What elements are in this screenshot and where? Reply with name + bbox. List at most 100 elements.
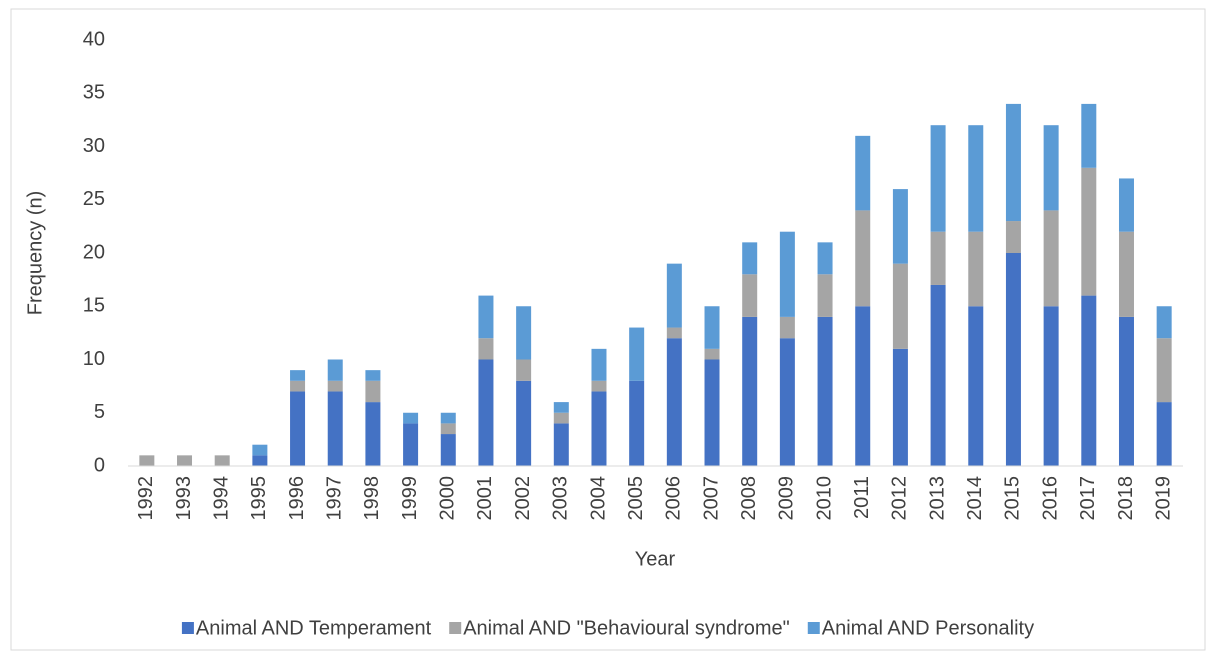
x-tick-label: 1998 <box>361 476 383 521</box>
bar-segment <box>1156 338 1172 403</box>
x-tick-label: 2009 <box>776 476 798 521</box>
x-tick-label: 2006 <box>663 476 685 521</box>
bar-segment <box>553 423 569 466</box>
bar-segment <box>1043 306 1059 466</box>
bar-segment <box>139 455 155 466</box>
bar-segment <box>440 423 456 435</box>
x-tick-label: 2007 <box>700 476 722 521</box>
bar-segment <box>478 338 494 360</box>
x-tick-label: 1996 <box>286 476 308 521</box>
legend-swatch <box>449 622 462 634</box>
bar-segment <box>742 316 758 466</box>
bar-segment <box>930 284 946 466</box>
bar-segment <box>779 231 795 317</box>
bar-segment <box>892 263 908 349</box>
bar-segment <box>1118 231 1134 317</box>
bar-segment <box>1081 103 1097 168</box>
x-tick-label: 1995 <box>248 476 270 521</box>
bar-segment <box>440 412 456 424</box>
bar-segment <box>817 316 833 466</box>
bar-segment <box>779 338 795 466</box>
x-tick-label: 2014 <box>964 476 986 521</box>
x-tick-label: 2002 <box>512 476 534 521</box>
x-tick-label: 1997 <box>324 476 346 521</box>
bar-segment <box>1043 125 1059 211</box>
legend-label: Animal AND Temperament <box>196 617 432 639</box>
bar-segment <box>478 295 494 339</box>
bar-segment <box>1156 402 1172 466</box>
y-tick-label: 35 <box>83 82 105 104</box>
x-tick-label: 2015 <box>1002 476 1024 521</box>
bar-segment <box>704 359 720 466</box>
x-tick-label: 2004 <box>587 476 609 521</box>
y-tick-label: 15 <box>83 295 105 317</box>
x-tick-label: 2010 <box>813 476 835 521</box>
x-tick-label: 2013 <box>926 476 948 521</box>
bar-segment <box>704 306 720 349</box>
legend-label: Animal AND Personality <box>822 617 1034 639</box>
bar-segment <box>403 423 419 466</box>
bar-segment <box>629 380 645 466</box>
bar-segment <box>553 402 569 413</box>
y-tick-label: 5 <box>94 401 105 423</box>
bar-segment <box>855 135 871 211</box>
bar-segment <box>666 327 682 339</box>
bar-segment <box>629 327 645 381</box>
bar-segment <box>704 348 720 360</box>
x-tick-label: 1999 <box>399 476 421 521</box>
x-tick-label: 2008 <box>738 476 760 521</box>
bar-segment <box>968 306 984 466</box>
bar-segment <box>516 306 532 360</box>
x-tick-label: 2003 <box>550 476 572 521</box>
bar-segment <box>365 380 381 403</box>
bar-segment <box>968 231 984 307</box>
bar-segment <box>1005 221 1021 253</box>
x-tick-label: 2019 <box>1152 476 1174 521</box>
bar-segment <box>666 263 682 328</box>
legend-label: Animal AND "Behavioural syndrome" <box>463 617 790 639</box>
bar-segment <box>1156 306 1172 339</box>
x-tick-label: 2016 <box>1039 476 1061 521</box>
bar-segment <box>516 359 532 381</box>
bar-segment <box>1081 295 1097 466</box>
y-tick-label: 40 <box>83 28 105 50</box>
bar-segment <box>968 125 984 232</box>
bar-segment <box>252 444 268 456</box>
legend-swatch <box>181 622 194 634</box>
bar-segment <box>817 242 833 275</box>
x-tick-label: 2001 <box>474 476 496 521</box>
bar-segment <box>440 434 456 466</box>
y-tick-label: 30 <box>83 135 105 157</box>
y-tick-label: 20 <box>83 241 105 263</box>
x-tick-label: 1993 <box>173 476 195 521</box>
bar-segment <box>252 455 268 466</box>
x-tick-label: 1992 <box>135 476 157 521</box>
bar-segment <box>855 210 871 307</box>
y-axis-label: Frequency (n) <box>24 191 46 316</box>
bar-segment <box>892 348 908 466</box>
y-tick-label: 10 <box>83 348 105 370</box>
bar-segment <box>290 391 306 466</box>
legend-swatch <box>807 622 820 634</box>
bar-segment <box>930 231 946 285</box>
bar-segment <box>930 125 946 232</box>
bar-segment <box>1043 210 1059 307</box>
bar-segment <box>177 455 193 466</box>
chart-border <box>10 8 1206 651</box>
bar-segment <box>1005 253 1021 466</box>
bar-segment <box>1005 103 1021 222</box>
bar-segment <box>1081 167 1097 296</box>
x-tick-label: 2012 <box>889 476 911 521</box>
x-tick-label: 2018 <box>1115 476 1137 521</box>
bar-segment <box>365 370 381 381</box>
bar-segment <box>365 402 381 466</box>
bar-segment <box>666 338 682 466</box>
bar-segment <box>742 274 758 317</box>
bar-segment <box>1118 316 1134 466</box>
bar-segment <box>327 391 343 466</box>
bar-segment <box>553 412 569 424</box>
bar-segment <box>892 189 908 264</box>
bar-segment <box>591 391 607 466</box>
bar-segment <box>591 380 607 392</box>
